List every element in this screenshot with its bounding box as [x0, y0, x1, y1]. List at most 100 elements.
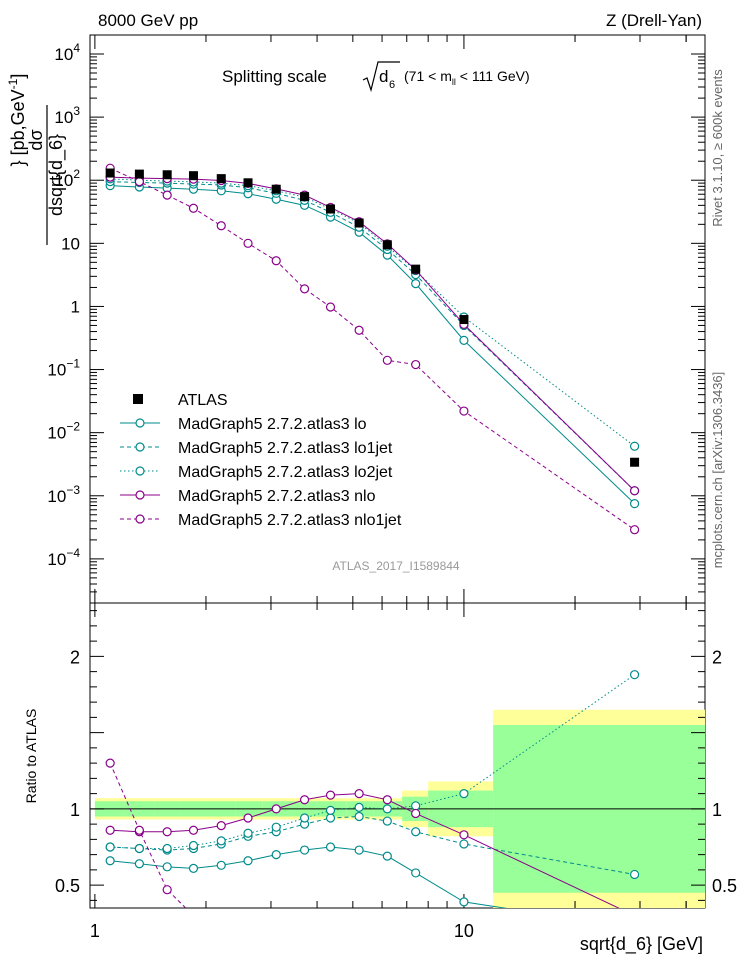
ratio-3-point: [299, 795, 310, 805]
title-cut: (71 < mll < 111 GeV): [404, 68, 530, 87]
main-y-label-denominator: dsqrt{d_6}: [46, 134, 67, 216]
ratio-0-point: [299, 845, 310, 855]
ratio-2-point: [459, 789, 469, 799]
ratio-0-point: [382, 851, 392, 861]
series-4-point: [188, 203, 199, 213]
plot-title: Splitting scale d 6 (71 < mll < 111 GeV): [222, 61, 530, 93]
y-tick-label: 10−1: [47, 357, 80, 380]
ratio-4-point: [162, 885, 172, 895]
ratio-line-1: [110, 815, 635, 875]
series-0-point: [411, 279, 421, 289]
ratio-3-point: [216, 821, 226, 831]
ratio-1-point: [629, 869, 640, 880]
y-tick-label: 1: [71, 297, 80, 316]
y-tick-label: 10−2: [47, 420, 80, 443]
ratio-3-point: [325, 790, 336, 800]
legend: ATLAS MadGraph5 2.7.2.atlas3 lo MadGraph5 …: [120, 392, 402, 529]
ratio-3-point: [382, 795, 392, 805]
ratio-2-point: [216, 836, 226, 846]
atlas-data-point: [243, 178, 253, 188]
x-tick-label: 1: [90, 921, 100, 941]
ratio-2-point: [299, 813, 310, 823]
ratio-tick-label: 0.5: [55, 876, 80, 896]
ratio-2-point: [325, 805, 336, 816]
x-axis-label: sqrt{d_6} [GeV]: [580, 934, 703, 955]
ratio-0-point: [411, 868, 421, 878]
series-4-point: [325, 302, 336, 312]
ratio-3-point: [105, 825, 115, 835]
svg-text:Ratio to ATLAS: Ratio to ATLAS: [23, 709, 39, 804]
ratio-1-point: [411, 827, 421, 837]
ratio-2-point: [162, 843, 172, 854]
atlas-data-point: [300, 192, 310, 202]
series-4-point: [411, 359, 421, 370]
ratio-2-point: [243, 828, 253, 838]
ratio-0-point: [105, 856, 115, 866]
legend-marker-4: [135, 514, 145, 524]
x-tick-label: 10: [454, 921, 474, 941]
atlas-data-point: [271, 184, 281, 194]
analysis-id: ATLAS_2017_I1589844: [332, 559, 460, 573]
series-2-point: [629, 441, 640, 451]
y-tick-label: 103: [54, 104, 80, 127]
ratio-4-point: [134, 825, 144, 835]
ratio-2-point: [382, 804, 392, 814]
rivet-label: Rivet 3.1.10, ≥ 600k events: [710, 69, 725, 227]
series-4-point: [216, 221, 226, 231]
legend-marker-1: [135, 442, 145, 452]
atlas-data-point: [382, 240, 392, 250]
ratio-2-point: [411, 801, 421, 811]
main-y-label: dσ: [26, 129, 46, 150]
ratio-0-point: [459, 897, 469, 907]
y-tick-label: 102: [54, 167, 80, 190]
atlas-data-point: [216, 174, 226, 184]
series-4-point: [271, 256, 281, 266]
svg-text:dσ: dσ: [26, 129, 46, 150]
legend-label-4: MadGraph5 2.7.2.atlas3 nlo1jet: [178, 512, 402, 529]
ratio-1-point: [382, 816, 392, 826]
data-points-layer: [105, 168, 640, 467]
legend-label-atlas: ATLAS: [178, 392, 228, 409]
ratio-series-layer: [105, 670, 640, 908]
atlas-data-point: [162, 170, 172, 180]
ratio-2-point: [271, 822, 281, 832]
atlas-data-point: [630, 457, 640, 467]
atlas-data-point: [411, 264, 421, 274]
legend-label-0: MadGraph5 2.7.2.atlas3 lo: [178, 416, 367, 433]
ratio-3-point: [459, 830, 469, 840]
title-prefix: Splitting scale: [222, 67, 327, 86]
series-4-point: [629, 525, 640, 535]
legend-label-2: MadGraph5 2.7.2.atlas3 lo2jet: [178, 464, 393, 481]
title-d-sub: 6: [389, 79, 395, 91]
series-4-point: [382, 355, 392, 365]
series-line-4: [109, 167, 635, 531]
legend-marker-0: [135, 418, 145, 428]
ratio-2-point: [354, 802, 364, 812]
legend-marker-2: [135, 466, 145, 476]
ratio-0-point: [354, 845, 364, 855]
atlas-data-point: [459, 315, 469, 325]
ratio-tick-label-right: 0.5: [712, 876, 737, 896]
atlas-data-point: [134, 169, 144, 179]
atlas-data-point: [354, 218, 364, 228]
y-tick-label: 10−3: [47, 483, 80, 506]
legend-marker-atlas: [133, 394, 143, 404]
ratio-1-point: [354, 811, 364, 822]
axes: 1 10 10−4 10−3 10−2 10−1 1 10 102 103 104 0.5 0.5 1 1 2…: [47, 34, 737, 941]
ratio-0-point: [325, 842, 336, 852]
series-4-point: [134, 177, 144, 187]
ratio-2-point: [105, 842, 115, 852]
series-3-point: [629, 486, 640, 496]
ratio-0-point: [134, 859, 144, 869]
ratio-3-point: [271, 804, 281, 814]
y-tick-label: 104: [54, 41, 80, 64]
svg-text:Rivet 3.1.10, ≥ 600k events: Rivet 3.1.10, ≥ 600k events: [710, 69, 725, 227]
title-d: d: [379, 67, 388, 86]
ratio-0-point: [162, 862, 172, 872]
atlas-data-point: [326, 204, 336, 214]
series-4-point: [299, 284, 310, 294]
series-0-point: [459, 335, 469, 345]
header-left: 8000 GeV pp: [98, 11, 198, 30]
svg-text:dsqrt{d_6}: dsqrt{d_6}: [46, 134, 67, 216]
